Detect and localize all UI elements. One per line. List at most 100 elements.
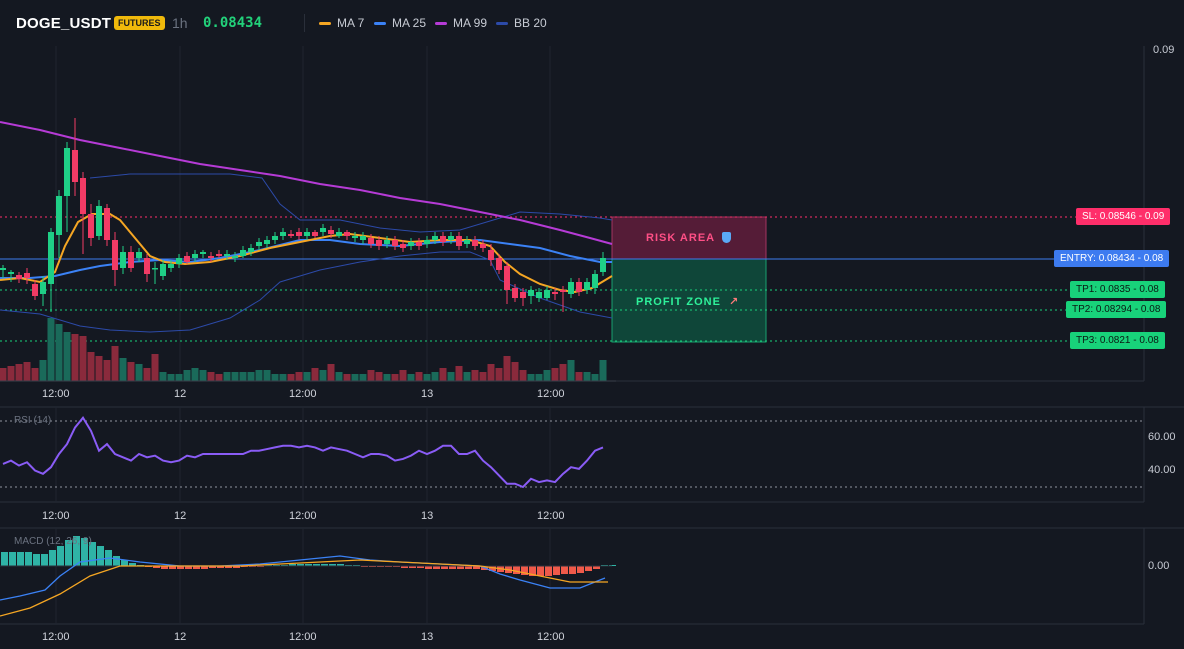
legend-ma99-label: MA 99: [453, 16, 488, 30]
volume-bar: [423, 374, 431, 381]
volume-bar: [463, 372, 471, 381]
candle-body: [32, 284, 38, 296]
futures-badge: FUTURES: [114, 16, 165, 30]
sl-tag[interactable]: SL: 0.08546 - 0.09: [1076, 208, 1171, 225]
volume-bar: [47, 318, 55, 381]
volume-bar: [55, 324, 63, 381]
time-label: 12:00: [289, 388, 317, 400]
macd-hist-bar: [345, 565, 352, 566]
candle-body: [360, 236, 366, 240]
candle-body: [56, 196, 62, 235]
candle-body: [136, 252, 142, 258]
macd-hist-bar: [225, 566, 232, 568]
candle-body: [312, 232, 318, 236]
candle-body: [144, 258, 150, 274]
ma7-swatch: [319, 21, 331, 25]
macd-hist-bar: [137, 565, 144, 566]
volume-bar: [39, 360, 47, 381]
macd-hist-bar: [9, 552, 16, 566]
volume-bar: [519, 370, 527, 381]
macd-hist-bar: [289, 564, 296, 566]
candle-body: [128, 252, 134, 268]
risk-area-label: RISK AREA: [646, 232, 731, 244]
volume-bar: [551, 368, 559, 381]
candle-body: [400, 244, 406, 248]
candle-body: [264, 240, 270, 244]
volume-bar: [399, 370, 407, 381]
macd-hist-bar: [97, 546, 104, 566]
timeframe-selector[interactable]: 1h: [172, 15, 188, 31]
time-label: 12:00: [42, 510, 70, 522]
time-label: 12:00: [537, 388, 565, 400]
symbol-title[interactable]: DOGE_USDT: [16, 15, 112, 32]
volume-bar: [535, 374, 543, 381]
tp3-tag[interactable]: TP3: 0.0821 - 0.08: [1070, 332, 1165, 349]
macd-hist-bar: [553, 566, 560, 575]
macd-hist-bar: [201, 566, 208, 569]
macd-hist-bar: [313, 564, 320, 566]
rsi-title: RSI (14): [14, 415, 52, 426]
candle-body: [192, 254, 198, 258]
candle-body: [224, 254, 230, 256]
macd-hist-bar: [377, 566, 384, 567]
volume-bar: [111, 346, 119, 381]
tp2-tag[interactable]: TP2: 0.08294 - 0.08: [1066, 301, 1167, 318]
macd-hist-bar: [265, 565, 272, 566]
candle-body: [392, 240, 398, 246]
volume-bar: [263, 370, 271, 381]
macd-hist-bar: [609, 565, 616, 566]
volume-bar: [327, 364, 335, 381]
volume-bar: [143, 368, 151, 381]
macd-hist-bar: [545, 566, 552, 576]
candle-body: [464, 240, 470, 244]
legend-bb20-label: BB 20: [514, 16, 547, 30]
volume-bar: [575, 372, 583, 381]
candle-body: [152, 268, 158, 270]
candle-body: [584, 282, 590, 290]
candle-body: [208, 256, 214, 258]
candle-body: [416, 242, 422, 246]
volume-bar: [71, 334, 79, 381]
volume-bar: [79, 336, 87, 381]
candle-body: [168, 264, 174, 268]
candle-body: [448, 236, 454, 240]
legend-ma25[interactable]: MA 25: [374, 16, 426, 30]
macd-hist-bar: [385, 566, 392, 567]
risk-area-text: RISK AREA: [646, 232, 715, 244]
time-label: 13: [421, 510, 434, 522]
volume-bar: [151, 354, 159, 381]
time-label: 12: [174, 388, 187, 400]
volume-bar: [239, 372, 247, 381]
macd-hist-bar: [369, 566, 376, 567]
macd-hist-bar: [249, 566, 256, 567]
macd-hist-bar: [177, 566, 184, 569]
candle-body: [216, 254, 222, 256]
macd-hist-bar: [129, 563, 136, 566]
volume-bar: [543, 370, 551, 381]
macd-hist-bar: [17, 552, 24, 566]
volume-bar: [431, 372, 439, 381]
macd-hist-bar: [329, 564, 336, 566]
legend-bb20[interactable]: BB 20: [496, 16, 547, 30]
macd-hist-bar: [505, 566, 512, 573]
volume-bar: [175, 374, 183, 381]
volume-bar: [0, 368, 7, 381]
legend-ma7[interactable]: MA 7: [319, 16, 364, 30]
volume-bar: [23, 362, 31, 381]
macd-hist-bar: [537, 566, 544, 576]
volume-bar: [311, 368, 319, 381]
macd-hist-bar: [513, 566, 520, 574]
candlesticks: [0, 118, 606, 312]
time-label: 13: [421, 631, 434, 643]
macd-hist-bar: [433, 566, 440, 569]
volume-bar: [279, 374, 287, 381]
chart-header: DOGE_USDT FUTURES 1h 0.08434 MA 7 MA 25 …: [0, 0, 1184, 46]
candle-body: [176, 258, 182, 264]
tp1-tag[interactable]: TP1: 0.0835 - 0.08: [1070, 281, 1165, 298]
macd-hist-bar: [49, 550, 56, 566]
macd-hist-bar: [41, 554, 48, 566]
legend-ma99[interactable]: MA 99: [435, 16, 487, 30]
entry-tag[interactable]: ENTRY: 0.08434 - 0.08: [1054, 250, 1170, 267]
candle-body: [520, 292, 526, 298]
